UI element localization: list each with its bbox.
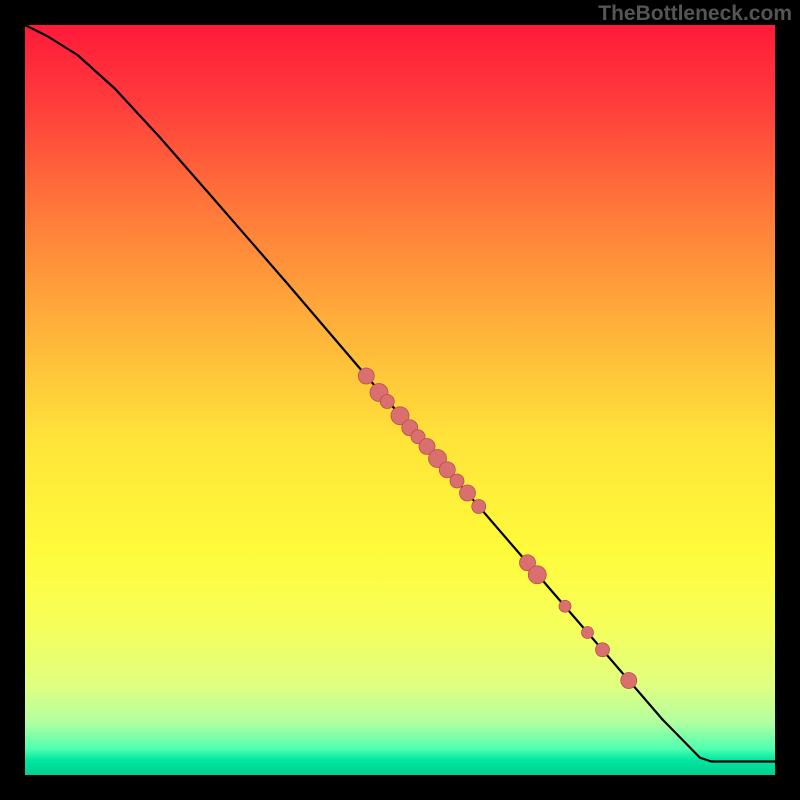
marker-point bbox=[472, 500, 486, 514]
watermark-text: TheBottleneck.com bbox=[598, 2, 792, 26]
plot-area bbox=[25, 25, 775, 775]
marker-point bbox=[460, 485, 476, 501]
marker-point bbox=[450, 474, 464, 488]
marker-point bbox=[596, 643, 610, 657]
curve-line bbox=[25, 25, 775, 762]
chart-svg bbox=[25, 25, 775, 775]
marker-point bbox=[621, 673, 637, 689]
marker-point bbox=[358, 368, 374, 384]
marker-point bbox=[380, 395, 394, 409]
marker-point bbox=[582, 627, 594, 639]
marker-point bbox=[559, 600, 571, 612]
marker-point bbox=[528, 566, 546, 584]
